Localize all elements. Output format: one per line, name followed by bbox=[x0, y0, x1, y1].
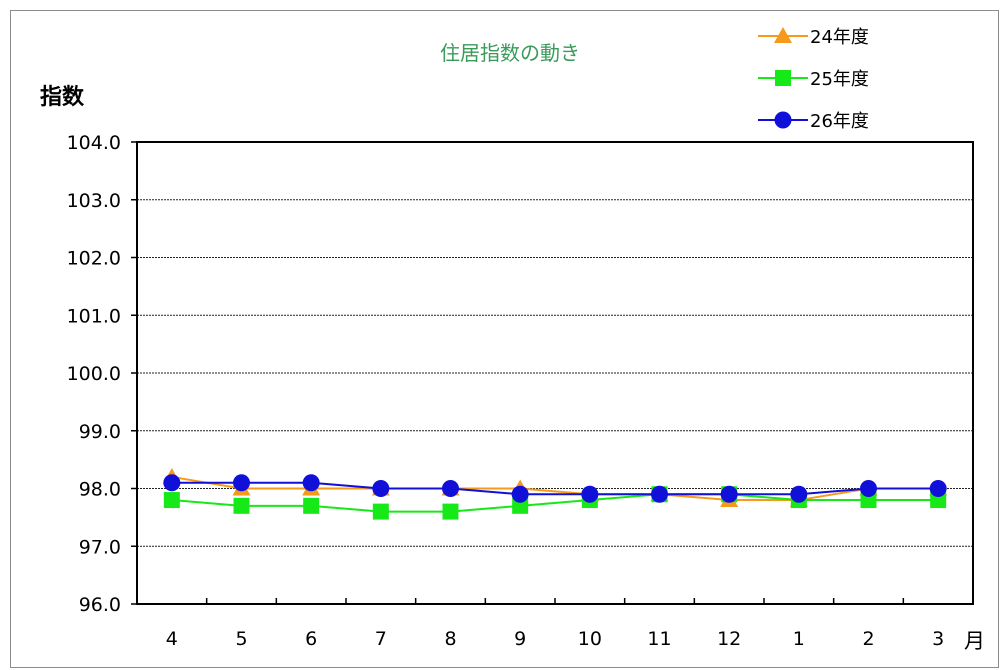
y-tick-label: 99.0 bbox=[79, 421, 121, 443]
x-tick-label: 5 bbox=[235, 628, 247, 650]
square-point bbox=[303, 497, 320, 514]
legend-item: 26年度 bbox=[758, 111, 869, 132]
x-tick-label: 8 bbox=[444, 628, 456, 650]
y-tick-label: 101.0 bbox=[67, 305, 121, 327]
circle-point bbox=[163, 474, 181, 492]
legend-label: 25年度 bbox=[810, 69, 869, 90]
series-line bbox=[171, 493, 939, 513]
chart-frame bbox=[10, 10, 999, 668]
circle-point bbox=[790, 485, 808, 503]
legend-item: 24年度 bbox=[758, 27, 869, 48]
y-tick-label: 104.0 bbox=[67, 132, 121, 154]
legend-label: 24年度 bbox=[810, 27, 869, 48]
square-point bbox=[163, 492, 180, 509]
series-26年度 bbox=[163, 474, 947, 503]
y-tick-label: 98.0 bbox=[79, 479, 121, 501]
legend: 24年度 25年度 26年度 bbox=[758, 27, 869, 132]
x-tick-label: 10 bbox=[578, 628, 602, 650]
circle-point bbox=[511, 485, 529, 503]
y-axis-title: 指数 bbox=[40, 84, 85, 110]
axis-ticks: 96.0 97.0 98.0 99.0 100.0 101.0 102.0 103.0 104.… bbox=[67, 132, 945, 650]
legend-marker bbox=[775, 70, 791, 86]
legend-marker bbox=[774, 111, 792, 129]
chart-title: 住居指数の動き bbox=[440, 41, 580, 65]
circle-point bbox=[372, 480, 390, 497]
circle-point bbox=[442, 480, 459, 497]
square-point bbox=[512, 497, 529, 514]
circle-point bbox=[302, 474, 320, 492]
circle-point bbox=[929, 480, 947, 497]
square-point bbox=[860, 492, 877, 509]
square-point bbox=[372, 503, 389, 520]
x-tick-label: 2 bbox=[862, 628, 874, 650]
y-tick-label: 100.0 bbox=[67, 363, 121, 385]
x-tick-label: 3 bbox=[932, 628, 944, 650]
square-point bbox=[930, 492, 947, 509]
circle-point bbox=[720, 485, 738, 503]
legend-label: 26年度 bbox=[810, 111, 869, 132]
x-tick-label: 1 bbox=[793, 628, 805, 650]
series-line bbox=[171, 481, 939, 496]
circle-point bbox=[860, 480, 877, 497]
series-line bbox=[171, 475, 939, 502]
x-tick-label: 9 bbox=[514, 628, 526, 650]
x-tick-label: 7 bbox=[375, 628, 387, 650]
y-tick-label: 102.0 bbox=[67, 248, 121, 270]
legend-item: 25年度 bbox=[758, 69, 869, 90]
y-tick-label: 103.0 bbox=[67, 190, 121, 212]
circle-point bbox=[233, 474, 250, 492]
x-axis-title: 月 bbox=[964, 629, 985, 653]
square-point bbox=[442, 503, 459, 520]
legend-marker bbox=[774, 27, 792, 43]
series-24年度 bbox=[162, 467, 948, 508]
circle-point bbox=[651, 485, 668, 503]
y-tick-label: 97.0 bbox=[79, 536, 121, 558]
x-tick-label: 11 bbox=[647, 628, 671, 650]
x-tick-label: 4 bbox=[166, 628, 178, 650]
x-tick-label: 12 bbox=[717, 628, 741, 650]
x-tick-label: 6 bbox=[305, 628, 317, 650]
series-layer bbox=[162, 467, 948, 520]
circle-point bbox=[581, 485, 599, 503]
square-point bbox=[233, 497, 250, 514]
y-tick-label: 96.0 bbox=[79, 594, 121, 616]
